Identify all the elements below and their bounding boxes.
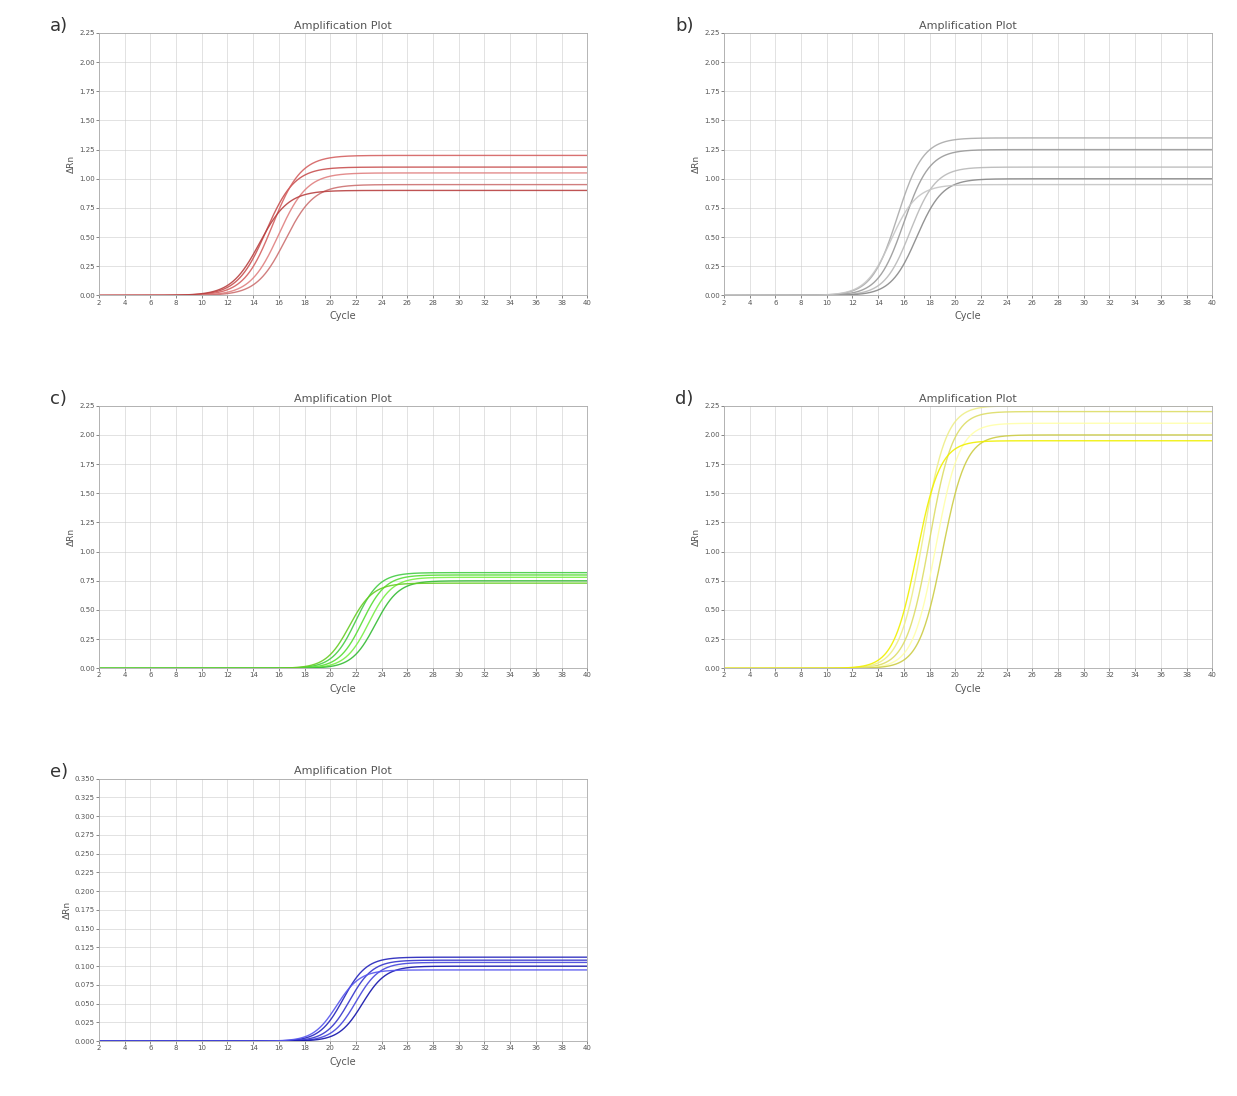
- Title: Amplification Plot: Amplification Plot: [294, 393, 392, 403]
- X-axis label: Cycle: Cycle: [330, 311, 356, 321]
- Text: d): d): [675, 390, 694, 408]
- X-axis label: Cycle: Cycle: [955, 311, 981, 321]
- Y-axis label: ΔRn: ΔRn: [67, 528, 77, 546]
- Text: c): c): [51, 390, 67, 408]
- X-axis label: Cycle: Cycle: [955, 684, 981, 694]
- X-axis label: Cycle: Cycle: [330, 1057, 356, 1066]
- Y-axis label: ΔRn: ΔRn: [67, 156, 77, 173]
- Y-axis label: ΔRn: ΔRn: [693, 528, 701, 546]
- Text: a): a): [51, 18, 68, 35]
- Y-axis label: ΔRn: ΔRn: [63, 901, 72, 918]
- Text: e): e): [51, 763, 68, 780]
- Y-axis label: ΔRn: ΔRn: [693, 156, 701, 173]
- Title: Amplification Plot: Amplification Plot: [294, 766, 392, 776]
- Text: b): b): [675, 18, 694, 35]
- X-axis label: Cycle: Cycle: [330, 684, 356, 694]
- Title: Amplification Plot: Amplification Plot: [919, 21, 1017, 31]
- Title: Amplification Plot: Amplification Plot: [919, 393, 1017, 403]
- Title: Amplification Plot: Amplification Plot: [294, 21, 392, 31]
